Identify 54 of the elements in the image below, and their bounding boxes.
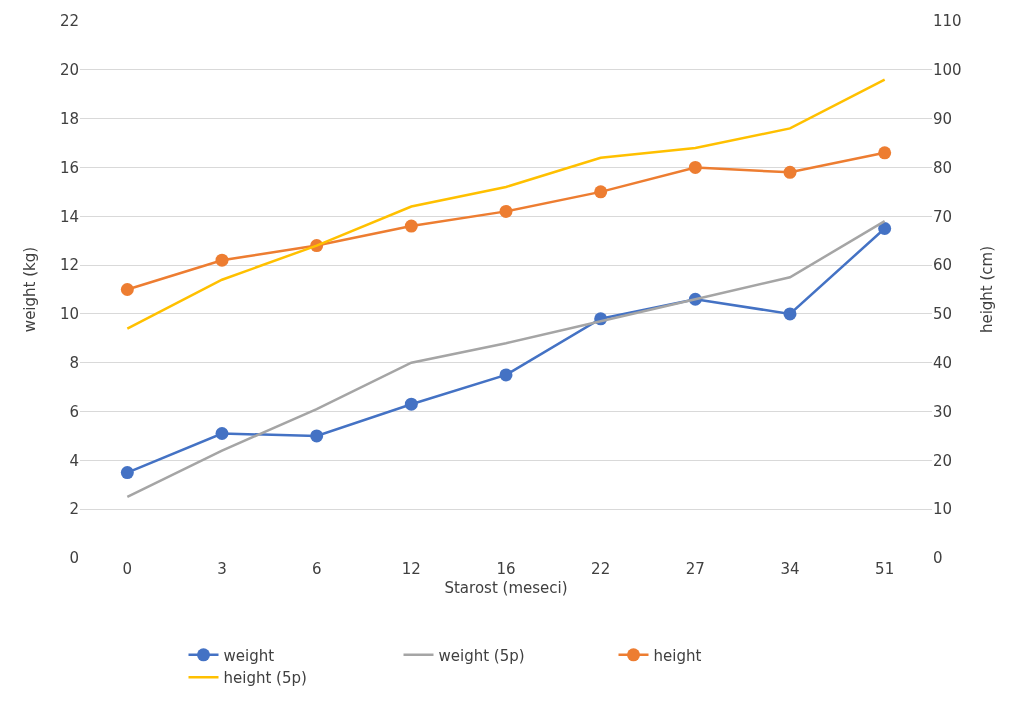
y2-tick-label: 110 (933, 12, 962, 31)
y-tick-label: 12 (59, 256, 79, 275)
y-tick-label: 14 (59, 207, 79, 226)
x-axis-title: Starost (meseci) (444, 579, 568, 597)
y2-tick-label: 100 (933, 61, 962, 80)
point (878, 221, 892, 235)
y-tick-label: 22 (59, 12, 79, 31)
point (215, 253, 229, 267)
point (783, 165, 797, 179)
y2-tick-label: 60 (933, 256, 953, 275)
legend-label: height (653, 646, 702, 665)
point (120, 283, 134, 296)
point (499, 204, 513, 218)
line-series (126, 78, 886, 330)
y-tick-label: 4 (69, 451, 79, 470)
point (499, 368, 513, 382)
legend-label: weight (223, 646, 275, 665)
x-tick-label: 6 (311, 560, 322, 578)
x-tick-label: 16 (496, 560, 516, 578)
x-tick-label: 22 (591, 560, 611, 578)
y2-tick-label: 40 (933, 353, 953, 372)
legend-label: weight (5p) (438, 646, 525, 665)
point (404, 219, 418, 233)
point (120, 466, 134, 480)
y-tick-label: 18 (59, 109, 79, 128)
point (878, 146, 892, 160)
y-tick-label: 10 (59, 305, 79, 324)
point (783, 307, 797, 321)
y2-tick-label: 30 (933, 402, 953, 421)
x-tick-label: 34 (780, 560, 800, 578)
y-tick-label: 6 (69, 402, 79, 421)
x-tick-label: 3 (217, 560, 227, 578)
y-tick-label: 8 (69, 353, 79, 372)
y-tick-label: 16 (59, 158, 79, 177)
y2-tick-label: 80 (933, 158, 953, 177)
x-tick-label: 12 (401, 560, 421, 578)
x-tick-label: 0 (122, 560, 133, 578)
point (688, 160, 702, 174)
x-tick-label: 27 (685, 560, 705, 578)
legend-label: height (5p) (223, 669, 307, 688)
point (215, 427, 229, 440)
y-tick-label: 2 (69, 500, 79, 519)
y2-tick-label: 20 (933, 451, 953, 470)
y2-axis-title: height (cm) (977, 245, 996, 334)
point (594, 185, 608, 199)
point (404, 397, 418, 411)
y2-tick-label: 10 (933, 500, 953, 519)
point (310, 429, 324, 443)
x-tick-label: 51 (875, 560, 895, 578)
y2-tick-label: 70 (933, 207, 953, 226)
y-tick-label: 20 (59, 61, 79, 80)
y2-tick-label: 90 (933, 109, 953, 128)
y-axis-title: weight (kg) (21, 246, 40, 333)
y2-tick-label: 50 (933, 305, 953, 324)
